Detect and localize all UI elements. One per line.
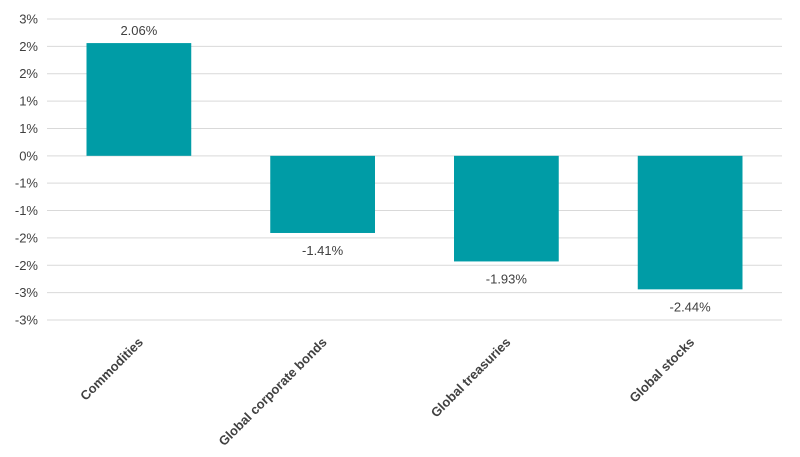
y-tick-label: 1%	[19, 94, 38, 109]
data-label: -2.44%	[670, 299, 712, 314]
bar	[454, 155, 559, 262]
y-tick-label: 0%	[19, 148, 38, 163]
y-tick-label: 2%	[19, 39, 38, 54]
bar	[86, 43, 192, 156]
data-label: -1.41%	[302, 243, 344, 258]
y-tick-label: 3%	[19, 12, 38, 27]
y-tick-label: 2%	[19, 66, 38, 81]
y-tick-label: -3%	[15, 313, 39, 328]
x-tick-label: Global corporate bonds	[215, 335, 329, 449]
y-axis: 3% 2% 2% 1% 1% 0% -1% -1% -2% -2% -3% -3%	[15, 12, 39, 328]
y-tick-label: -1%	[15, 176, 39, 191]
data-labels: 2.06% -1.41% -1.93% -2.44%	[120, 23, 711, 314]
x-tick-label: Global stocks	[626, 335, 697, 406]
bar	[637, 155, 743, 290]
x-tick-label: Global treasuries	[428, 335, 514, 421]
bar	[270, 155, 375, 233]
x-axis: Commodities Global corporate bonds Global …	[77, 335, 697, 449]
y-tick-label: -2%	[15, 230, 39, 245]
y-tick-label: -3%	[15, 285, 39, 300]
y-tick-label: -2%	[15, 258, 39, 273]
bars	[86, 43, 743, 290]
y-tick-label: -1%	[15, 203, 39, 218]
x-tick-label: Commodities	[77, 335, 146, 404]
y-tick-label: 1%	[19, 121, 38, 136]
data-label: 2.06%	[120, 23, 157, 38]
data-label: -1.93%	[486, 271, 528, 286]
